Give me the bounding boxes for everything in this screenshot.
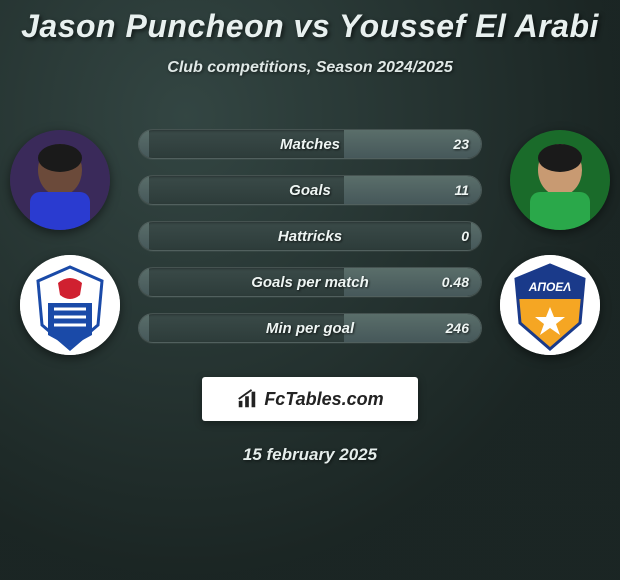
date-text: 15 february 2025 <box>0 445 620 465</box>
stat-value-right: 246 <box>434 314 481 342</box>
stat-row: Goals per match0.48 <box>138 267 482 297</box>
stat-label: Matches <box>139 130 481 158</box>
stat-value-right: 0.48 <box>430 268 481 296</box>
fctables-logo: FcTables.com <box>202 377 418 421</box>
stat-value-right: 11 <box>442 176 481 204</box>
stat-rows: Matches23 Goals11 Hattricks0 Goals per matc… <box>138 129 482 359</box>
logo-text: FcTables.com <box>264 389 383 410</box>
player-right-avatar <box>510 130 610 230</box>
stat-label: Min per goal <box>139 314 481 342</box>
club-right-badge: ΑΠΟΕΛ <box>500 255 600 355</box>
stat-row: Min per goal246 <box>138 313 482 343</box>
chart-icon <box>236 388 258 410</box>
stat-value-right: 23 <box>441 130 481 158</box>
stat-row: Hattricks0 <box>138 221 482 251</box>
subtitle: Club competitions, Season 2024/2025 <box>0 59 620 77</box>
stat-label: Hattricks <box>139 222 481 250</box>
stat-label: Goals <box>139 176 481 204</box>
stat-value-right: 0 <box>449 222 481 250</box>
stat-row: Goals11 <box>138 175 482 205</box>
club-left-badge <box>20 255 120 355</box>
player-left-avatar <box>10 130 110 230</box>
page-title: Jason Puncheon vs Youssef El Arabi <box>0 8 620 45</box>
stat-row: Matches23 <box>138 129 482 159</box>
svg-text:ΑΠΟΕΛ: ΑΠΟΕΛ <box>528 280 572 294</box>
comparison-area: ΑΠΟΕΛ Matches23 Goals11 Hattricks0 Goals pe… <box>0 115 620 365</box>
